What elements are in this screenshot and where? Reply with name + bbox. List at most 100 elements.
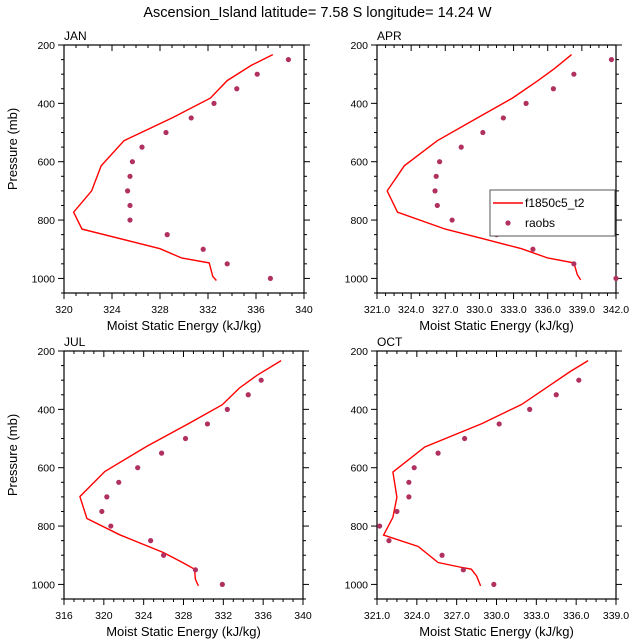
x-tick-label: 316: [55, 610, 73, 622]
y-tick-label: 400: [350, 98, 368, 110]
y-tick-label: 1000: [32, 579, 56, 591]
obs-marker: [204, 421, 210, 427]
obs-marker: [411, 465, 417, 471]
x-tick-label: 339.0: [569, 304, 595, 316]
y-tick-label: 200: [350, 346, 368, 358]
x-tick-label: 336: [247, 304, 265, 316]
x-tick-label: 333.0: [523, 610, 549, 622]
obs-marker: [139, 144, 145, 150]
obs-marker: [449, 217, 455, 223]
x-tick-label: 320: [95, 610, 113, 622]
obs-marker: [127, 173, 133, 179]
obs-marker: [523, 100, 529, 106]
model-line-f1850c5_t2: [79, 360, 282, 587]
obs-marker: [550, 86, 557, 92]
plot-frame: [63, 350, 304, 600]
x-tick-label: 339.0: [603, 610, 629, 622]
obs-marker: [125, 188, 131, 194]
x-tick-label: 321.0: [364, 610, 390, 622]
obs-marker: [480, 129, 486, 136]
x-tick-label: 324: [135, 610, 153, 622]
obs-marker: [435, 450, 441, 456]
y-tick-label: 600: [350, 157, 368, 169]
x-tick-label: 320: [55, 304, 73, 316]
obs-marker: [188, 115, 194, 121]
obs-marker: [234, 86, 240, 92]
x-tick-label: 330.0: [483, 610, 509, 622]
obs-marker: [163, 129, 169, 136]
obs-marker: [406, 479, 412, 485]
obs-marker: [432, 188, 438, 194]
obs-marker: [224, 406, 230, 412]
plot-frame: [376, 350, 617, 600]
panel-jan: JAN 320 324 328 332 336 340 200 400 600 800 1000 Moi…: [5, 29, 313, 333]
obs-marker: [127, 202, 133, 209]
x-tick-label: 328: [151, 304, 169, 316]
obs-marker: [394, 508, 400, 515]
x-tick-label: 330.0: [466, 304, 492, 316]
x-tick-label: 340: [294, 610, 312, 622]
obs-marker: [491, 581, 497, 588]
obs-marker: [200, 246, 206, 252]
y-tick-label: 200: [350, 40, 368, 52]
obs-marker: [608, 56, 615, 63]
x-tick-label: 340: [295, 304, 313, 316]
obs-marker: [104, 494, 110, 500]
obs-marker: [458, 144, 464, 150]
y-tick-label: 400: [37, 98, 55, 110]
y-tick-label: 600: [37, 157, 55, 169]
y-tick-label: 1000: [32, 273, 56, 285]
panel-label: OCT: [377, 335, 403, 349]
x-tick-label: 327.0: [444, 610, 470, 622]
x-tick-label: 327.0: [432, 304, 458, 316]
panel-apr: APR 321.0 324.0 327.0 330.0 333.0 336.0 339.0 34…: [345, 29, 630, 333]
x-tick-label: 328: [175, 610, 193, 622]
obs-marker: [267, 275, 273, 282]
obs-marker: [434, 202, 440, 209]
panels: JAN 320 324 328 332 336 340 200 400 600 800 1000 Moi…: [5, 29, 629, 639]
y-tick-label: 800: [37, 215, 55, 227]
y-tick-label: 400: [350, 404, 368, 416]
y-tick-label: 1000: [345, 273, 369, 285]
obs-marker: [258, 377, 264, 383]
x-axis-label: Moist Static Energy (kJ/kg): [107, 318, 262, 333]
y-tick-label: 800: [37, 521, 55, 533]
x-tick-label: 324: [103, 304, 121, 316]
model-line-f1850c5_t2: [386, 54, 582, 281]
obs-marker: [116, 479, 122, 485]
obs-marker: [224, 261, 230, 267]
legend-entry-model: f1850c5_t2: [525, 196, 585, 210]
y-tick-label: 600: [350, 463, 368, 475]
legend-marker-swatch: [505, 220, 511, 226]
obs-marker: [129, 159, 135, 165]
obs-marker: [108, 523, 114, 529]
obs-marker: [127, 217, 133, 223]
y-axis-label: Pressure (mb): [5, 414, 20, 496]
x-axis-label: Moist Static Energy (kJ/kg): [419, 624, 574, 639]
x-tick-label: 332: [199, 304, 217, 316]
x-tick-label: 342.0: [603, 304, 629, 316]
obs-marker: [500, 115, 506, 121]
plot-frame: [63, 44, 305, 294]
obs-marker: [219, 581, 225, 588]
obs-marker: [406, 494, 412, 500]
panel-label: APR: [377, 29, 402, 43]
x-tick-label: 336.0: [563, 610, 589, 622]
obs-marker: [254, 71, 260, 77]
y-tick-label: 400: [37, 404, 55, 416]
x-axis-label: Moist Static Energy (kJ/kg): [106, 624, 261, 639]
obs-marker: [192, 567, 199, 573]
y-tick-label: 800: [350, 521, 368, 533]
obs-marker: [148, 538, 154, 544]
obs-marker: [576, 377, 582, 383]
x-tick-label: 324.0: [404, 610, 430, 622]
obs-marker: [285, 56, 291, 63]
obs-marker: [462, 435, 468, 442]
obs-marker: [386, 538, 392, 544]
obs-marker: [496, 421, 502, 427]
obs-marker: [460, 567, 466, 573]
y-tick-label: 800: [350, 215, 368, 227]
x-tick-label: 332: [215, 610, 233, 622]
y-tick-label: 600: [37, 463, 55, 475]
